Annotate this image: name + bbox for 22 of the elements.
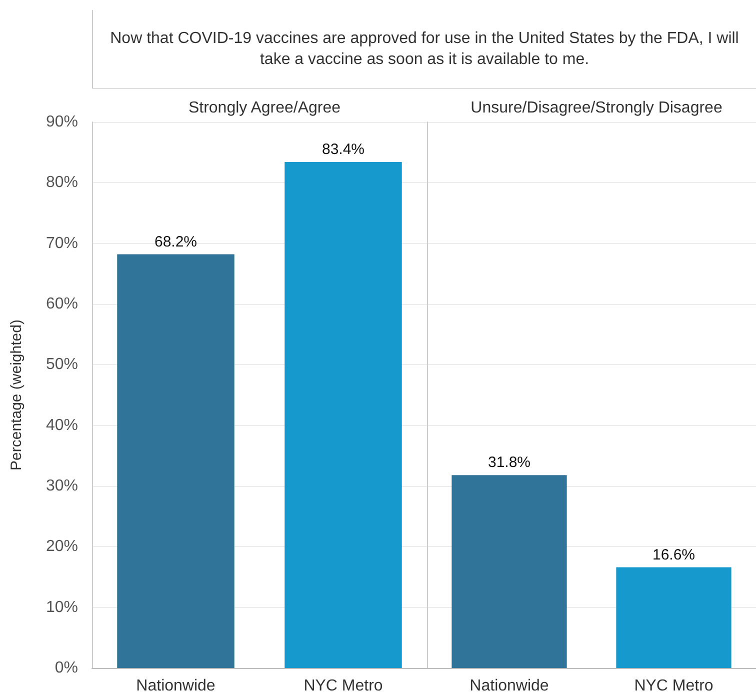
x-tick-label: Nationwide: [136, 678, 216, 694]
y-tick-label: 90%: [46, 114, 78, 130]
y-axis-title: Percentage (weighted): [8, 320, 25, 470]
y-tick-label: 0%: [54, 660, 78, 676]
y-tick-label: 70%: [46, 234, 78, 252]
y-tick-label: 50%: [46, 356, 78, 374]
y-tick-label: 80%: [46, 174, 78, 192]
data-label: 31.8%: [488, 454, 531, 472]
y-tick-label: 30%: [46, 478, 78, 494]
y-tick-label: 20%: [46, 538, 78, 556]
data-label: 83.4%: [322, 141, 365, 158]
y-tick-label: 40%: [46, 416, 78, 434]
chart-title: Now that COVID-19 vaccines are approved for use in the United States by the FDA, I will take a vaccine as soon as it is available to me.: [92, 10, 756, 88]
chart-subtitle: Strongly Agree/Agree: [188, 100, 341, 116]
x-tick-label: Nationwide: [470, 678, 549, 694]
data-label: 16.6%: [652, 546, 696, 564]
chart-subtitle: Unsure/Disagree/Strongly Disagree: [470, 100, 722, 116]
x-tick-label: NYC Metro: [634, 678, 714, 694]
y-tick-label: 10%: [46, 598, 78, 616]
data-label: 68.2%: [154, 233, 198, 250]
y-tick-label: 60%: [46, 296, 78, 312]
x-tick-label: NYC Metro: [304, 678, 383, 694]
